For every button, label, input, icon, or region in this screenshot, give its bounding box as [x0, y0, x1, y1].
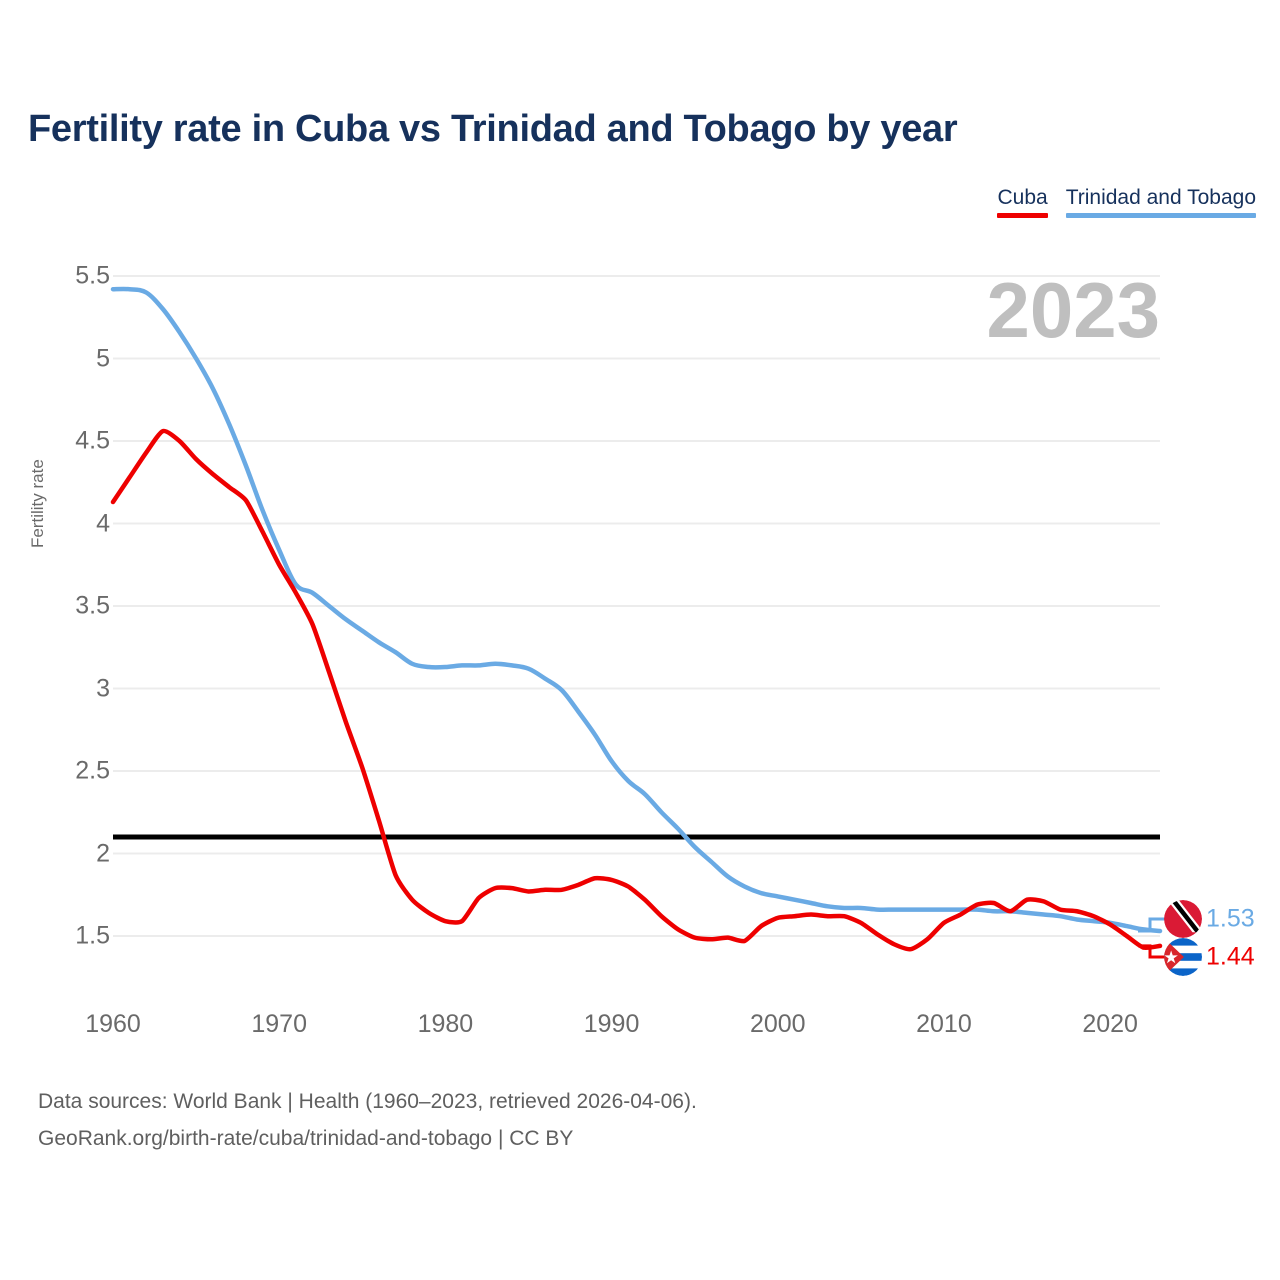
legend-item-cuba[interactable]: Cuba [997, 186, 1048, 219]
legend-label-trinidad-and-tobago: Trinidad and Tobago [1065, 186, 1256, 209]
gridlines [113, 275, 1160, 937]
y-tick-label: 4 [96, 509, 110, 537]
trinidad-and-tobago-flag-icon [1164, 900, 1202, 938]
legend-label-cuba: Cuba [997, 186, 1048, 209]
y-tick-label: 4.5 [75, 426, 110, 455]
x-tick-label: 2000 [749, 1010, 806, 1038]
leader-line-trinidad-and-tobago [1138, 917, 1169, 933]
cuba-flag-icon [1164, 938, 1202, 976]
leader-line-cuba [1138, 944, 1169, 959]
footer-line-url: GeoRank.org/birth-rate/cuba/trinidad-and… [38, 1126, 574, 1150]
y-tick-label: 5 [96, 344, 110, 372]
legend-rule-cuba [997, 213, 1048, 219]
chart-legend: Cuba Trinidad and Tobago [997, 186, 1256, 219]
series-line-trinidad-and-tobago [110, 286, 1163, 934]
y-tick-label: 2.5 [75, 756, 110, 785]
legend-item-trinidad-and-tobago[interactable]: Trinidad and Tobago [1065, 186, 1256, 219]
page-title: Fertility rate in Cuba vs Trinidad and T… [28, 108, 958, 150]
x-tick-label: 1990 [583, 1010, 640, 1038]
y-axis-ticks: 1.5 2 2.5 3 3.5 4 4.5 5 5.5 [30, 0, 110, 1280]
y-tick-label: 3 [96, 674, 110, 702]
x-tick-label: 1960 [85, 1010, 141, 1038]
x-tick-label: 2020 [1082, 1010, 1138, 1038]
y-tick-label: 5.5 [75, 261, 110, 290]
y-tick-label: 3.5 [75, 591, 110, 620]
watermark-year: 2023 [986, 266, 1160, 354]
x-tick-label: 2010 [916, 1010, 972, 1038]
end-label-trinidad-and-tobago: 1.53 [1206, 904, 1255, 933]
end-label-cuba: 1.44 [1206, 942, 1255, 971]
y-tick-label: 2 [96, 839, 110, 867]
y-tick-label: 1.5 [75, 921, 110, 950]
x-tick-label: 1970 [251, 1010, 307, 1038]
series-line-cuba [110, 428, 1163, 952]
x-tick-label: 1980 [417, 1010, 474, 1038]
legend-rule-trinidad-and-tobago [1065, 213, 1256, 219]
footer-attribution: Data sources: World Bank | Health (1960–… [38, 1084, 697, 1158]
footer-line-sources: Data sources: World Bank | Health (1960–… [38, 1090, 697, 1113]
